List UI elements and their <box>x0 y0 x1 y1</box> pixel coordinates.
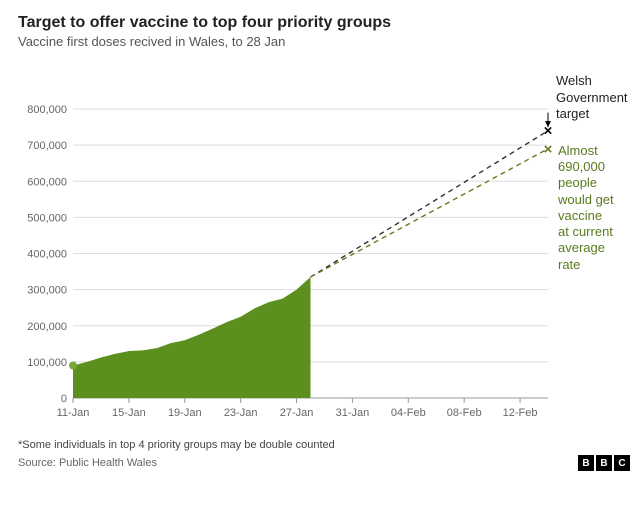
svg-text:15-Jan: 15-Jan <box>112 407 146 419</box>
svg-text:27-Jan: 27-Jan <box>280 407 314 419</box>
svg-text:19-Jan: 19-Jan <box>168 407 202 419</box>
svg-text:300,000: 300,000 <box>27 285 67 297</box>
chart-subtitle: Vaccine first doses recived in Wales, to… <box>18 34 630 49</box>
svg-text:600,000: 600,000 <box>27 176 67 188</box>
logo-b2: B <box>596 455 612 471</box>
svg-text:100,000: 100,000 <box>27 357 67 369</box>
chart-area: 0 100,000 200,000 300,000 400,000 500,000 600,… <box>18 63 630 433</box>
chart-svg: 0 100,000 200,000 300,000 400,000 500,000 600,… <box>18 63 630 433</box>
svg-text:×: × <box>544 141 553 158</box>
svg-text:12-Feb: 12-Feb <box>503 407 538 419</box>
svg-text:31-Jan: 31-Jan <box>336 407 370 419</box>
projection-annotation: Almost690,000peoplewould getvaccineat cu… <box>558 143 614 273</box>
svg-text:04-Feb: 04-Feb <box>391 407 426 419</box>
footnote: *Some individuals in top 4 priority grou… <box>18 439 630 451</box>
svg-text:800,000: 800,000 <box>27 104 67 116</box>
logo-b1: B <box>578 455 594 471</box>
svg-text:0: 0 <box>61 393 67 405</box>
svg-text:400,000: 400,000 <box>27 249 67 261</box>
svg-text:500,000: 500,000 <box>27 212 67 224</box>
svg-text:23-Jan: 23-Jan <box>224 407 258 419</box>
svg-text:11-Jan: 11-Jan <box>57 407 90 419</box>
source-label: Source: Public Health Wales <box>18 457 157 469</box>
svg-text:08-Feb: 08-Feb <box>447 407 482 419</box>
svg-text:700,000: 700,000 <box>27 140 67 152</box>
target-annotation: WelshGovernmenttarget <box>556 73 628 122</box>
bbc-logo: B B C <box>578 455 630 471</box>
svg-text:200,000: 200,000 <box>27 321 67 333</box>
logo-c: C <box>614 455 630 471</box>
chart-title: Target to offer vaccine to top four prio… <box>18 14 630 32</box>
